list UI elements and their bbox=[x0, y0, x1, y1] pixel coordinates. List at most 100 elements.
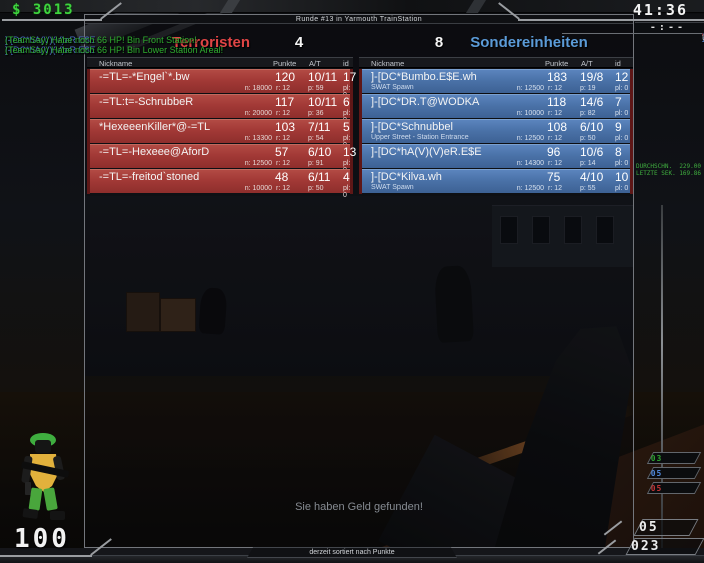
round-info-bar-extension bbox=[635, 14, 704, 23]
player-stat-p: p: 59 bbox=[308, 85, 324, 92]
player-stat-r: r: 12 bbox=[276, 85, 291, 92]
badge-value: 05 bbox=[650, 469, 663, 478]
top-bar-slash bbox=[219, 0, 241, 13]
ammo-clip-counter: 05 bbox=[633, 519, 699, 536]
scene-crate bbox=[160, 298, 196, 332]
player-stat-r: r: 12 bbox=[276, 135, 291, 142]
player-stat-p: p: 50 bbox=[580, 135, 596, 142]
player-name: ]-[DC*hA(V)(V)eR.E$E bbox=[371, 146, 482, 158]
team-name-terrorists: Terroristen bbox=[171, 34, 251, 51]
sort-note: derzeit sortiert nach Punkte bbox=[247, 547, 457, 558]
player-location: SWAT Spawn bbox=[371, 184, 414, 191]
player-name: ]-[DC*Bumbo.E$E.wh bbox=[371, 71, 477, 83]
killfeed-victim: "HexeeenKiller"@-=TL bbox=[702, 32, 704, 42]
chat-message: (TeamSay) Habe noch 66 HP! Bin Front Sta… bbox=[5, 35, 197, 45]
player-stat-r: r: 12 bbox=[276, 185, 291, 192]
scoreboard-panel: Runde #13 in Yarmouth TrainStation Terro… bbox=[84, 14, 634, 548]
player-stat-p: p: 54 bbox=[308, 135, 324, 142]
scene-crate bbox=[126, 292, 160, 332]
player-stat-p: p: 14 bbox=[580, 160, 596, 167]
health-frame-line bbox=[0, 555, 92, 557]
round-info-bar: Runde #13 in Yarmouth TrainStation bbox=[85, 15, 633, 24]
player-stat-n: n: 18000 bbox=[244, 85, 272, 92]
player-stat-r: r: 12 bbox=[548, 110, 563, 117]
ammo-value: 023 bbox=[631, 539, 661, 554]
team-name-special-forces: Sondereinheiten bbox=[470, 34, 588, 51]
team-count-badge-blue: 05 bbox=[646, 467, 702, 479]
column-header-nickname: Nickname bbox=[371, 59, 405, 68]
player-id: 7 bbox=[615, 95, 622, 109]
stat-average: DURCHSCHN. 229.00 bbox=[635, 163, 701, 170]
table-header: Nickname Punkte A/T id bbox=[359, 57, 633, 68]
column-header-points: Punkte bbox=[273, 59, 297, 68]
player-points: 183 bbox=[547, 70, 568, 84]
money-counter: $ 3013 bbox=[12, 2, 75, 18]
player-at: 19/8 bbox=[580, 70, 604, 84]
player-location: Upper Street - Station Entrance bbox=[371, 134, 469, 141]
player-stat-pl: pl: 0 bbox=[343, 185, 351, 199]
scene-window bbox=[532, 216, 550, 244]
player-row: -=TL=-*Engel`*.bw 120 10/11 17 n: 18000 … bbox=[90, 69, 356, 99]
player-id: 6 bbox=[343, 95, 350, 109]
player-at: 7/11 bbox=[308, 120, 331, 134]
performance-stats: DURCHSCHN. 229.00 LETZTE SEK. 169.86 bbox=[636, 163, 701, 177]
player-stat-pl: pl: 0 bbox=[615, 160, 629, 167]
player-id: 17 bbox=[343, 70, 357, 84]
player-row: *HexeeenKiller*@-=TL 103 7/11 5 n: 13300… bbox=[90, 119, 350, 149]
player-row: ]-[DC*Bumbo.E$E.wh 183 19/8 12 SWAT Spaw… bbox=[362, 69, 630, 93]
player-stat-pl: pl: 0 bbox=[615, 85, 629, 92]
column-header-id: id bbox=[615, 59, 621, 68]
player-name: *HexeeenKiller*@-=TL bbox=[99, 121, 211, 133]
player-points: 117 bbox=[275, 95, 295, 109]
player-id: 13 bbox=[343, 145, 357, 159]
team-count-badge-red: 05 bbox=[646, 482, 702, 494]
player-stat-n: n: 13300 bbox=[244, 135, 272, 142]
team-score-terrorists: 4 bbox=[294, 34, 304, 51]
timer-secondary: -:-- bbox=[649, 22, 686, 33]
player-stat-n: n: 12500 bbox=[516, 185, 544, 192]
player-stat-r: r: 12 bbox=[548, 135, 563, 142]
table-rows: -=TL=-*Engel`*.bw 120 10/11 17 n: 18000 … bbox=[87, 69, 356, 199]
player-points: 57 bbox=[275, 145, 289, 159]
player-id: 5 bbox=[343, 120, 350, 134]
player-name: -=TL=-freitod`stoned bbox=[99, 171, 200, 183]
team-table-terrorists: Nickname Punkte A/T id -=TL=-*Engel`*.bw… bbox=[87, 57, 356, 199]
player-points: 96 bbox=[547, 145, 561, 159]
money-frame-line bbox=[2, 19, 102, 21]
player-stat-r: r: 12 bbox=[548, 160, 563, 167]
player-stat-p: p: 19 bbox=[580, 85, 596, 92]
player-points: 118 bbox=[547, 95, 567, 109]
player-at: 14/6 bbox=[580, 95, 604, 109]
player-stat-p: p: 50 bbox=[308, 185, 324, 192]
player-at: 6/11 bbox=[308, 170, 331, 184]
top-status-bar bbox=[0, 0, 704, 13]
scene-lamp-post bbox=[661, 205, 663, 550]
player-stat-p: p: 82 bbox=[580, 110, 596, 117]
player-id: 12 bbox=[615, 70, 629, 84]
player-row: -=TL=-Hexeee@AforD 57 6/10 13 n: 12500 r… bbox=[90, 144, 356, 174]
team-score-special-forces: 8 bbox=[434, 34, 444, 51]
player-name: -=TL=-Hexeee@AforD bbox=[99, 146, 210, 158]
scene-building bbox=[492, 205, 634, 267]
player-at: 10/6 bbox=[580, 145, 604, 159]
player-at: 10/11 bbox=[308, 95, 338, 109]
column-header-points: Punkte bbox=[545, 59, 569, 68]
scene-window bbox=[596, 216, 614, 244]
chat-message: (TeamSay) Habe noch 66 HP! Bin Lower Sta… bbox=[5, 45, 224, 55]
scene-window bbox=[564, 216, 582, 244]
badge-value: 03 bbox=[650, 454, 663, 463]
player-name: -=TL=-*Engel`*.bw bbox=[99, 71, 190, 83]
ammo-total-counter: 023 bbox=[625, 538, 704, 555]
player-at: 6/10 bbox=[308, 145, 332, 159]
chat-player-name: ]-[DC*hA(V)(V)eR.E$E : bbox=[5, 35, 101, 45]
player-points: 108 bbox=[547, 120, 568, 134]
player-id: 9 bbox=[615, 120, 622, 134]
soldier-status-icon bbox=[21, 433, 69, 520]
player-stat-r: r: 12 bbox=[548, 85, 563, 92]
player-stat-n: n: 20000 bbox=[244, 110, 272, 117]
scene-window bbox=[500, 216, 518, 244]
chat-player-name: ]-[DC*hA(V)(V)eR.E$E : bbox=[5, 45, 101, 55]
timer-secondary-frame-line bbox=[562, 33, 702, 34]
player-stat-n: n: 10000 bbox=[244, 185, 272, 192]
column-header-id: id bbox=[343, 59, 349, 68]
